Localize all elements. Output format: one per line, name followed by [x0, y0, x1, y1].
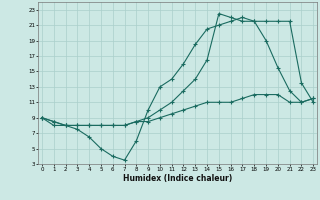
X-axis label: Humidex (Indice chaleur): Humidex (Indice chaleur) [123, 174, 232, 183]
